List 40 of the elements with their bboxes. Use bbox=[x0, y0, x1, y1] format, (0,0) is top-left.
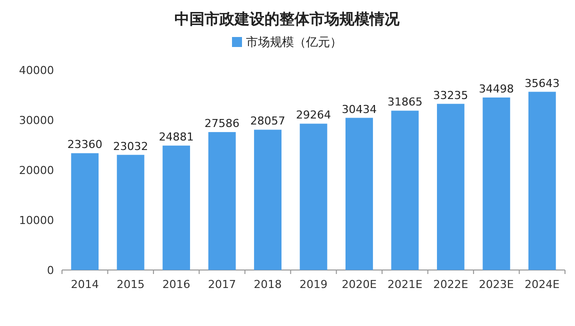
bar bbox=[116, 154, 144, 270]
data-label: 30434 bbox=[342, 102, 377, 116]
chart-title: 中国市政建设的整体市场规模情况 bbox=[174, 10, 400, 28]
data-label: 29264 bbox=[296, 108, 331, 122]
x-tick-label: 2021E bbox=[387, 278, 422, 291]
bar bbox=[528, 92, 556, 270]
x-tick-label: 2015 bbox=[116, 278, 145, 291]
y-tick-label: 10000 bbox=[19, 214, 54, 227]
x-tick-label: 2018 bbox=[254, 278, 282, 291]
data-label: 27586 bbox=[204, 117, 240, 130]
bar bbox=[254, 130, 282, 270]
data-label: 35643 bbox=[524, 76, 560, 90]
x-tick-label: 2017 bbox=[208, 278, 236, 291]
legend-label: 市场规模（亿元） bbox=[246, 35, 342, 49]
data-label: 34498 bbox=[478, 82, 514, 96]
bar bbox=[436, 104, 464, 270]
data-label: 23032 bbox=[113, 140, 148, 153]
x-tick-label: 2022E bbox=[433, 278, 468, 291]
bar bbox=[208, 132, 236, 270]
x-tick-label: 2016 bbox=[162, 278, 190, 291]
x-tick-label: 2023E bbox=[478, 278, 514, 291]
x-tick-label: 2020E bbox=[342, 278, 377, 291]
data-label: 31865 bbox=[387, 96, 422, 109]
x-tick-label: 2024E bbox=[524, 278, 560, 291]
x-tick-label: 2019 bbox=[300, 278, 328, 291]
bar bbox=[71, 153, 99, 270]
bar bbox=[346, 118, 373, 270]
bar bbox=[162, 146, 190, 270]
data-label: 33235 bbox=[433, 88, 468, 102]
data-label: 23360 bbox=[67, 138, 102, 152]
y-tick-label: 20000 bbox=[19, 164, 54, 177]
data-label: 24881 bbox=[158, 130, 194, 144]
y-tick-label: 40000 bbox=[19, 64, 54, 77]
x-tick-label: 2014 bbox=[70, 278, 99, 291]
y-tick-label: 0 bbox=[47, 264, 54, 277]
bar bbox=[391, 110, 419, 270]
y-tick-label: 30000 bbox=[19, 114, 54, 127]
bar bbox=[300, 124, 328, 270]
bar bbox=[482, 98, 510, 270]
data-label: 28057 bbox=[250, 114, 286, 128]
